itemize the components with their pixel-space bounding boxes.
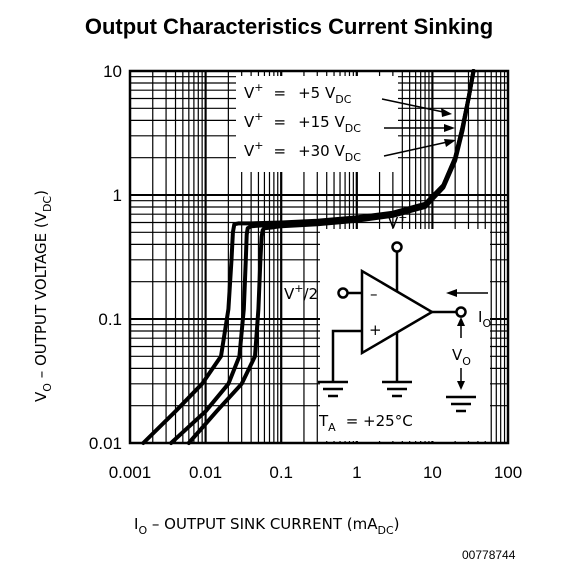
inset-vout-label: VO — [452, 346, 471, 368]
legend-arrowhead-30v — [444, 139, 456, 147]
x-tick-label: 0.01 — [189, 463, 222, 482]
inset-minus-sign: – — [370, 285, 378, 303]
input-terminal — [337, 287, 349, 299]
noninverting-input-wire — [331, 329, 362, 382]
supply-terminal — [391, 241, 403, 253]
opamp-triangle — [360, 268, 435, 356]
legend-arrow-30v — [383, 140, 453, 157]
legend: V+ = +5 VDC V+ = +15 VDC V+ = +30 VDC — [244, 81, 456, 164]
x-tick-labels: 0.001 0.01 0.1 1 10 100 — [109, 463, 522, 482]
inset-panel — [320, 229, 490, 441]
inset-current-label: IO — [478, 308, 491, 330]
y-tick-label: 1 — [113, 186, 122, 205]
legend-entry-5v: V+ = +5 VDC — [244, 81, 352, 106]
legend-arrowhead-15v — [444, 124, 455, 132]
x-tick-label: 100 — [494, 463, 522, 482]
legend-entry-15v: V+ = +15 VDC — [244, 110, 361, 135]
y-tick-label: 0.1 — [98, 310, 122, 329]
y-tick-label: 10 — [103, 62, 122, 81]
inset-supply-label: V+ — [388, 211, 407, 232]
x-axis-label: IO – OUTPUT SINK CURRENT (mADC) — [134, 515, 400, 537]
output-terminal — [455, 306, 467, 318]
x-tick-label: 1 — [352, 463, 361, 482]
x-tick-label: 0.1 — [269, 463, 293, 482]
legend-arrowhead-5v — [441, 108, 452, 117]
y-tick-labels: 10 1 0.1 0.01 — [89, 62, 122, 453]
plot-frame — [128, 69, 510, 445]
legend-entry-30v: V+ = +30 VDC — [244, 139, 361, 164]
curves — [141, 69, 476, 445]
vout-arrowhead-up — [457, 317, 465, 326]
inset-plus-sign: + — [369, 321, 382, 339]
figure-number: 00778744 — [462, 548, 516, 562]
vout-arrowhead-down — [457, 381, 465, 390]
legend-arrow-5v — [381, 98, 449, 114]
legend-panel — [236, 76, 398, 172]
series-line-2 — [186, 69, 476, 445]
current-arrowhead — [446, 289, 457, 297]
chart-title: Output Characteristics Current Sinking — [84, 14, 494, 39]
y-axis-label: VO – OUTPUT VOLTAGE (VDC) — [32, 190, 54, 402]
x-tick-label: 0.001 — [109, 463, 152, 482]
inset-input-label: V+/2 — [284, 282, 318, 303]
y-tick-label: 0.01 — [89, 434, 122, 453]
inset-temp-label: TA = +25°C — [318, 412, 413, 434]
opamp-schematic — [318, 241, 476, 413]
x-tick-label: 10 — [423, 463, 442, 482]
